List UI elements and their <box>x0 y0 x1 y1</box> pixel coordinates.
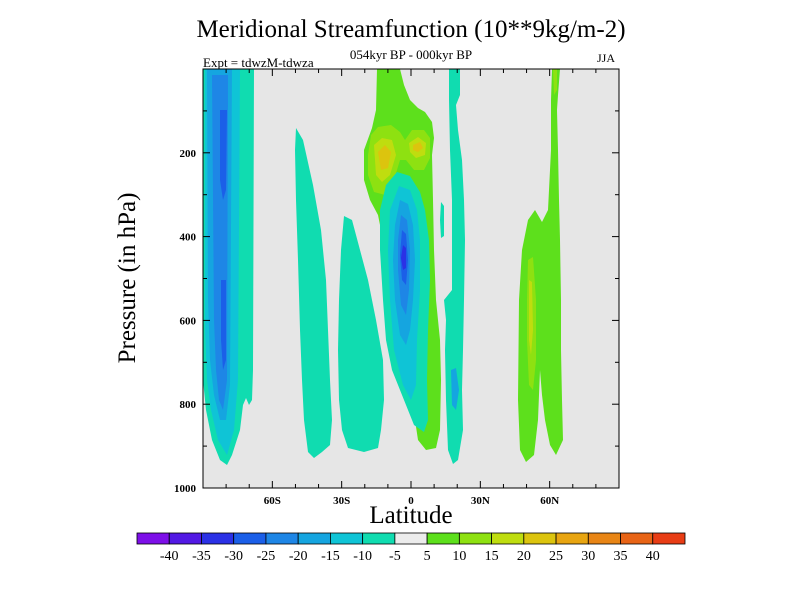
x-axis-label: Latitude <box>369 502 453 529</box>
colorbar-label: -10 <box>353 549 372 564</box>
colorbar: -40 -35 -30 -25 -20 -15 -10 -5 5 10 15 20 25 30 35 40 <box>136 532 686 564</box>
y-tick-label: 1000 <box>174 483 197 495</box>
colorbar-label: -40 <box>160 549 179 564</box>
colorbar-swatch <box>233 532 267 545</box>
colorbar-label: 10 <box>452 549 466 564</box>
colorbar-swatch <box>168 532 202 545</box>
colorbar-label: 5 <box>424 549 431 564</box>
y-tick-label: 600 <box>180 315 197 327</box>
contour-region <box>440 202 444 238</box>
contour-region <box>220 110 227 200</box>
colorbar-swatch <box>587 532 621 545</box>
contour-region <box>401 245 406 270</box>
chart-title: Meridional Streamfunction (10**9kg/m-2) <box>196 16 626 43</box>
contour-region <box>221 280 226 370</box>
experiment-label: Expt = tdwzM-tdwza <box>203 55 314 70</box>
contour-region <box>553 69 557 95</box>
colorbar-swatch <box>362 532 396 545</box>
contour-region <box>451 368 459 410</box>
colorbar-label: 40 <box>646 549 660 564</box>
x-tick-label: 0 <box>408 495 414 507</box>
colorbar-swatch <box>555 532 589 545</box>
x-tick-label: 30S <box>333 495 350 507</box>
colorbar-swatch <box>523 532 557 545</box>
colorbar-swatch <box>426 532 460 545</box>
colorbar-swatch <box>652 532 686 545</box>
colorbar-label: -5 <box>389 549 401 564</box>
colorbar-swatch <box>394 532 428 545</box>
contour-region <box>338 216 384 452</box>
colorbar-swatch <box>458 532 492 545</box>
x-tick-label: 30N <box>471 495 490 507</box>
colorbar-label: 25 <box>549 549 563 564</box>
colorbar-label: -35 <box>192 549 211 564</box>
colorbar-label: -30 <box>224 549 243 564</box>
colorbar-label: 20 <box>517 549 531 564</box>
y-tick-label: 200 <box>180 148 197 160</box>
colorbar-label: -15 <box>321 549 340 564</box>
colorbar-swatch <box>265 532 299 545</box>
contour-fill-layer <box>203 69 563 465</box>
colorbar-swatch <box>136 532 170 545</box>
x-tick-label: 60N <box>540 495 559 507</box>
colorbar-swatch <box>620 532 654 545</box>
contour-region <box>378 145 391 170</box>
colorbar-swatch <box>201 532 235 545</box>
y-axis-ticks: 200 400 600 800 1000 <box>174 110 619 495</box>
season-label: JJA <box>597 51 616 65</box>
colorbar-label: -20 <box>289 549 308 564</box>
colorbar-swatch <box>491 532 525 545</box>
colorbar-label: 35 <box>614 549 628 564</box>
colorbar-label: 15 <box>485 549 499 564</box>
colorbar-swatch <box>297 532 331 545</box>
contour-region <box>413 142 423 152</box>
contour-region <box>444 69 465 464</box>
y-tick-label: 400 <box>180 232 197 244</box>
contour-region <box>529 280 533 355</box>
colorbar-swatch <box>330 532 364 545</box>
colorbar-label: -25 <box>257 549 276 564</box>
chart-subtitle: 054kyr BP - 000kyr BP <box>349 47 473 62</box>
x-tick-label: 60S <box>264 495 281 507</box>
x-axis-ticks: 60S 30S 0 30N 60N <box>225 69 597 507</box>
colorbar-label: 30 <box>581 549 595 564</box>
y-tick-label: 800 <box>180 399 197 411</box>
contour-region <box>295 128 332 458</box>
